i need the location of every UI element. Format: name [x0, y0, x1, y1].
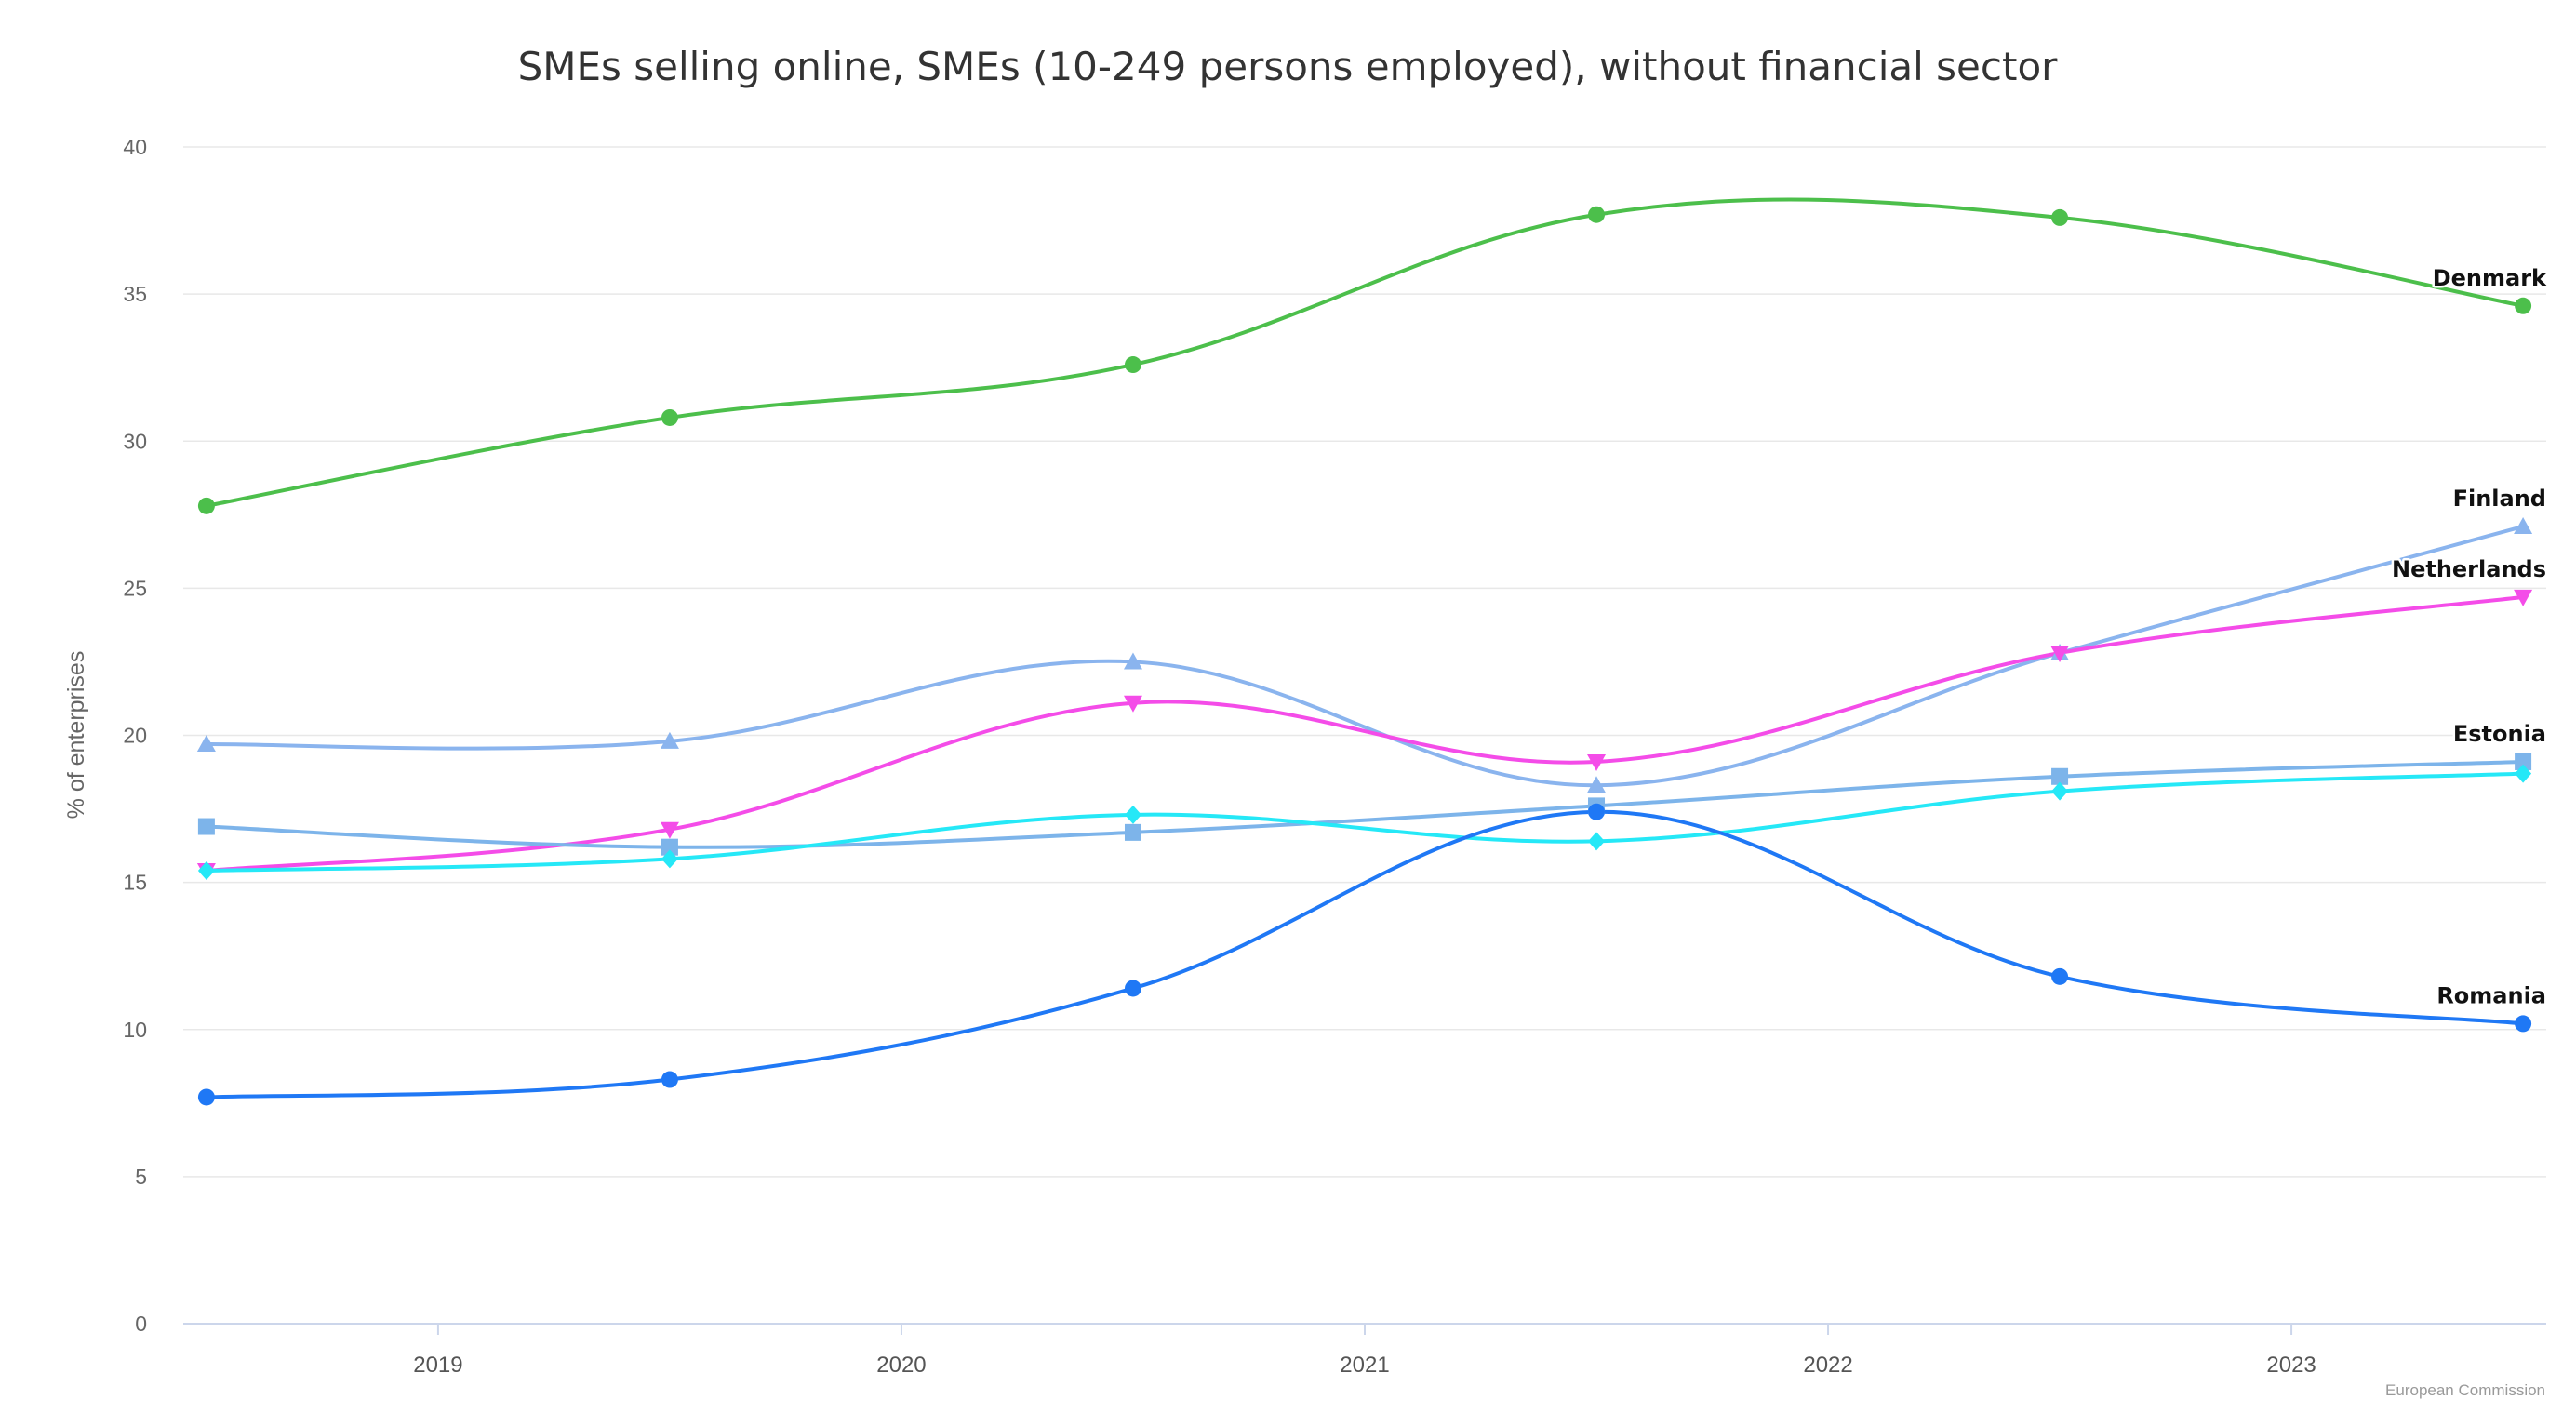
y-tick-label: 15	[123, 871, 147, 895]
data-point-denmark[interactable]	[2515, 297, 2532, 314]
x-tick-label: 2019	[413, 1353, 462, 1378]
y-tick-label: 25	[123, 576, 147, 600]
series-line-romania[interactable]	[204, 809, 2526, 1099]
data-point-lithuania[interactable]	[1124, 805, 1141, 824]
data-point-estonia[interactable]	[2515, 753, 2532, 770]
series-markers	[196, 206, 2533, 1106]
data-point-romania[interactable]	[1124, 980, 1141, 997]
data-point-finland[interactable]	[660, 731, 679, 749]
x-tick-label: 2020	[876, 1353, 926, 1378]
data-point-romania[interactable]	[1588, 803, 1606, 820]
data-point-romania[interactable]	[197, 1088, 215, 1106]
data-point-netherlands[interactable]	[1123, 695, 1142, 713]
data-point-estonia[interactable]	[2051, 767, 2069, 785]
data-point-romania[interactable]	[2515, 1015, 2532, 1033]
series-label-estonia: Estonia	[2453, 721, 2546, 747]
y-axis-label: % of enterprises	[63, 651, 89, 820]
data-point-netherlands[interactable]	[660, 821, 679, 839]
data-point-netherlands[interactable]	[2514, 589, 2533, 606]
gridlines	[183, 146, 2546, 1325]
x-tick-label: 2021	[1340, 1353, 1389, 1378]
data-point-estonia[interactable]	[661, 838, 678, 856]
series-label-denmark: Denmark	[2433, 265, 2547, 291]
data-point-denmark[interactable]	[661, 408, 678, 426]
y-tick-label: 35	[123, 282, 147, 306]
series-lines	[204, 197, 2526, 1099]
data-point-estonia[interactable]	[197, 818, 215, 835]
y-tick-label: 10	[123, 1018, 147, 1042]
data-point-netherlands[interactable]	[1587, 753, 1607, 771]
y-tick-label: 5	[135, 1165, 147, 1189]
y-tick-label: 0	[135, 1312, 147, 1336]
data-point-denmark[interactable]	[2051, 208, 2069, 226]
y-tick-label: 20	[123, 724, 147, 748]
series-line-denmark[interactable]	[204, 197, 2526, 508]
data-point-romania[interactable]	[2051, 967, 2069, 985]
credit-text[interactable]: European Commission	[2385, 1381, 2545, 1399]
data-point-denmark[interactable]	[1588, 206, 1606, 223]
series-label-finland: Finland	[2453, 486, 2546, 512]
data-point-denmark[interactable]	[1124, 356, 1141, 374]
data-point-finland[interactable]	[196, 734, 216, 752]
data-point-lithuania[interactable]	[2515, 764, 2532, 783]
data-point-lithuania[interactable]	[1588, 832, 1606, 851]
data-point-denmark[interactable]	[197, 497, 215, 514]
data-point-estonia[interactable]	[1124, 823, 1141, 841]
series-labels: Denmark Finland Netherlands Estonia Romania	[2389, 262, 2549, 1011]
data-point-finland[interactable]	[1587, 776, 1607, 793]
y-axis-ticks: 0 5 10 15 20 25 30 35 40	[123, 135, 147, 1336]
data-point-lithuania[interactable]	[2051, 781, 2069, 801]
x-axis-ticks: 2019 2020 2021 2022 2023	[413, 1324, 2316, 1378]
data-point-lithuania[interactable]	[661, 849, 678, 869]
y-tick-label: 40	[123, 135, 147, 159]
data-point-finland[interactable]	[2514, 516, 2533, 534]
data-point-lithuania[interactable]	[197, 860, 215, 880]
x-tick-label: 2023	[2266, 1353, 2316, 1378]
series-label-netherlands: Netherlands	[2392, 556, 2546, 582]
chart-title: SMEs selling online, SMEs (10-249 person…	[518, 44, 2059, 89]
series-line-netherlands[interactable]	[204, 594, 2526, 873]
series-line-estonia[interactable]	[204, 759, 2526, 849]
y-tick-label: 30	[123, 429, 147, 453]
data-point-romania[interactable]	[661, 1071, 678, 1088]
data-point-netherlands[interactable]	[2050, 645, 2070, 662]
data-point-finland[interactable]	[1123, 652, 1142, 670]
series-line-finland[interactable]	[204, 524, 2526, 788]
series-label-romania: Romania	[2436, 982, 2546, 1008]
series-line-lithuania[interactable]	[204, 771, 2526, 873]
x-tick-label: 2022	[1803, 1353, 1852, 1378]
